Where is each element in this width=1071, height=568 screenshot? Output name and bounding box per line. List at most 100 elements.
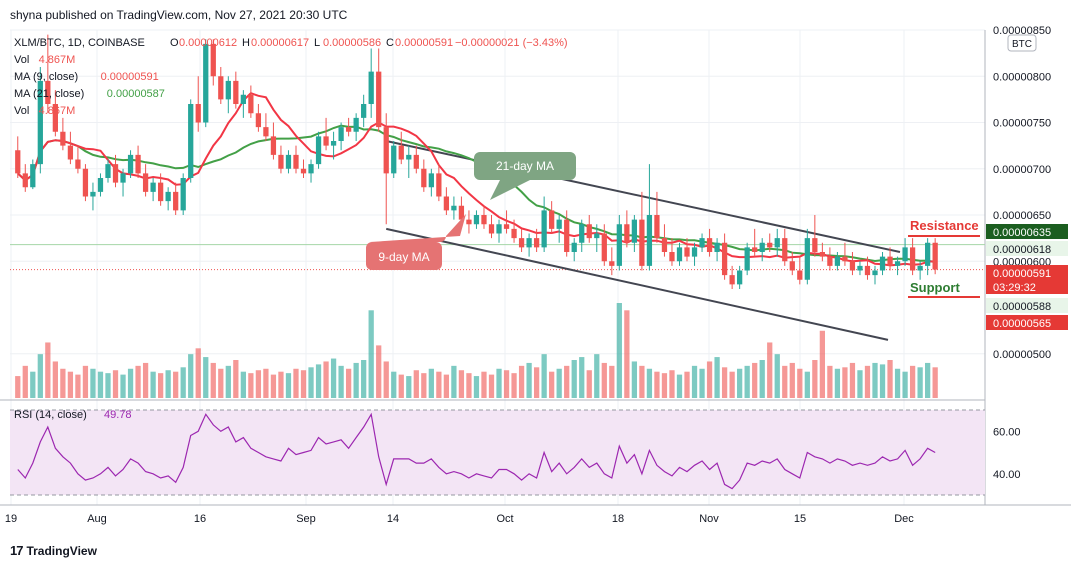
candle-body — [443, 196, 450, 211]
volume-bar — [503, 370, 510, 398]
volume-bar — [443, 374, 450, 398]
candle-body — [82, 168, 89, 197]
price-tag — [986, 241, 1068, 256]
candle-body — [345, 127, 352, 132]
x-tick-label: 14 — [387, 513, 399, 525]
volume-bar — [849, 362, 856, 398]
volume-bar — [789, 362, 795, 398]
support-label: Support — [910, 280, 960, 295]
price-chart[interactable]: 0.00000850 0.00000800 0.00000750 0.00000700… — [0, 0, 1071, 540]
price-tag-label: 0.00000588 — [993, 301, 1051, 313]
y-tick-label: 0.00000500 — [993, 349, 1051, 361]
legend-ohlc-value: 0.00000591 — [395, 37, 453, 49]
candle-body — [842, 256, 848, 262]
volume-bar — [925, 362, 931, 398]
candle-body — [300, 168, 307, 174]
candle-body — [368, 71, 374, 104]
x-tick-label: Nov — [699, 513, 719, 525]
volume-bar — [473, 376, 480, 398]
volume-bar — [391, 371, 397, 398]
volume-bar — [729, 371, 735, 398]
candle-body — [383, 127, 389, 174]
candle-body — [909, 247, 916, 271]
candle-body — [67, 145, 74, 160]
candle-body — [879, 256, 886, 271]
volume-bar — [255, 370, 262, 398]
volume-bar — [932, 367, 938, 398]
candle-body — [406, 154, 412, 160]
volume-bar — [556, 368, 562, 398]
x-tick-label: 18 — [612, 513, 624, 525]
volume-bar — [902, 371, 908, 398]
volume-bar — [774, 354, 780, 398]
candle-body — [428, 173, 434, 188]
volume-bar — [308, 367, 314, 398]
price-tag-label: 0.00000565 — [993, 318, 1051, 330]
candle-body — [864, 265, 871, 276]
x-tick-label: 15 — [794, 513, 806, 525]
currency-badge[interactable] — [1007, 34, 1037, 52]
legend-indicator-name: Vol — [14, 54, 29, 66]
candle-body — [691, 247, 698, 257]
rsi-value: 49.78 — [104, 409, 132, 421]
ma21-callout-label: 21-day MA — [496, 159, 554, 173]
volume-bar — [631, 361, 638, 398]
volume-bar — [421, 373, 427, 398]
candle-body — [518, 238, 525, 248]
volume-bar — [323, 361, 329, 398]
volume-bar — [488, 374, 495, 398]
publisher-line: shyna published on TradingView.com, Nov … — [10, 8, 348, 22]
price-tag-label: 0.00000635 — [993, 227, 1051, 239]
volume-bar — [767, 342, 773, 398]
candle-body — [812, 238, 818, 252]
volume-bar — [293, 368, 299, 398]
candle-body — [564, 219, 570, 252]
y-tick-label: 0.00000750 — [993, 118, 1051, 130]
x-tick-label: Dec — [894, 513, 914, 525]
candle-body — [451, 205, 457, 211]
volume-bar — [368, 310, 374, 398]
volume-bar — [872, 362, 878, 398]
volume-bar — [624, 310, 630, 398]
volume-bar — [601, 362, 607, 398]
candle-body — [37, 80, 43, 165]
volume-bar — [376, 345, 382, 398]
tradingview-logo[interactable]: 17 TradingView — [10, 543, 97, 558]
candle-body — [263, 127, 269, 137]
volume-bar — [706, 361, 713, 398]
rsi-tick-label: 40.00 — [993, 469, 1021, 481]
candle-body — [541, 210, 547, 248]
volume-bar — [398, 374, 404, 398]
candle-body — [767, 242, 773, 248]
candle-body — [661, 238, 668, 252]
volume-bar — [353, 362, 359, 398]
volume-bar — [150, 371, 156, 398]
volume-bar — [233, 360, 239, 398]
channel-lower-line — [386, 227, 889, 341]
resistance-label: Resistance — [910, 218, 979, 233]
volume-bar — [676, 374, 683, 398]
volume-bar — [533, 367, 540, 398]
candle-body — [142, 173, 149, 192]
currency-badge-label: BTC — [1012, 39, 1032, 50]
candle-body — [917, 265, 923, 271]
candle-body — [120, 173, 126, 183]
volume-bar — [263, 368, 269, 398]
candle-body — [52, 104, 58, 132]
candle-body — [744, 247, 750, 271]
candle-body — [579, 224, 585, 243]
candle-body — [22, 173, 28, 188]
price-tag-label: 0.00000618 — [993, 244, 1051, 256]
volume-bar — [210, 362, 216, 398]
legend-ohlc-key: H — [242, 37, 250, 49]
candle-body — [849, 261, 856, 271]
volume-bar — [52, 361, 58, 398]
price-tag-label: 03:29:32 — [993, 282, 1036, 294]
candle-body — [654, 215, 660, 239]
candle-body — [533, 238, 540, 248]
legend-indicator-value: 0.00000587 — [107, 88, 165, 100]
volume-bar — [609, 365, 615, 398]
tradingview-logo-text: TradingView — [26, 543, 97, 558]
price-tag — [986, 298, 1068, 313]
volume-bar — [654, 371, 660, 398]
